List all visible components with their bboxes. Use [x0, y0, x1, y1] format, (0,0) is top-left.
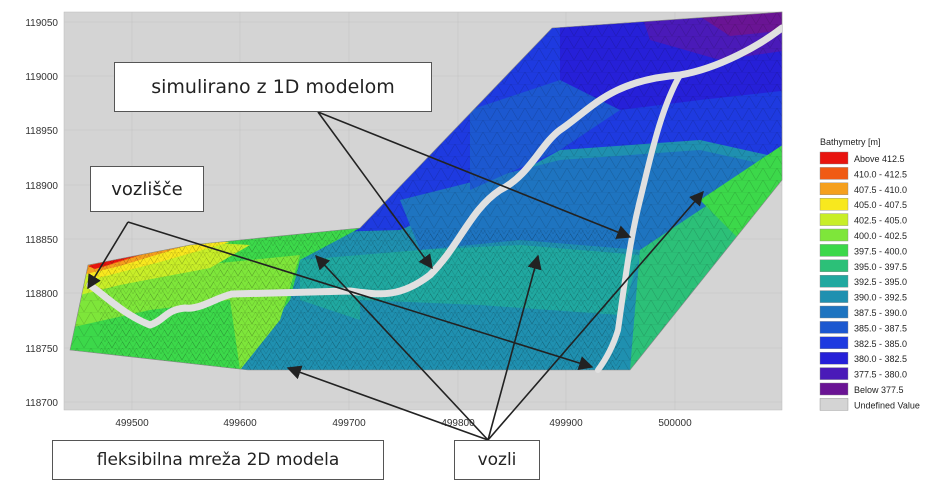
y-tick-label: 118850 — [25, 235, 58, 246]
legend-label: 407.5 - 410.0 — [854, 185, 907, 195]
legend-label: 395.0 - 397.5 — [854, 262, 907, 272]
y-tick-label: 118750 — [25, 344, 58, 355]
legend-swatch — [819, 228, 849, 242]
legend-swatch — [819, 290, 849, 303]
x-tick-label: 499600 — [223, 418, 257, 429]
annotation-simulirano: simulirano z 1D modelom — [114, 62, 432, 112]
arrow — [317, 111, 632, 239]
river-channel — [86, 24, 782, 373]
legend-swatch — [819, 244, 849, 257]
y-tick-label: 118700 — [25, 398, 58, 409]
annotation-fleksibilna-text: fleksibilna mreža 2D modela — [96, 450, 340, 470]
annotation-vozli-text: vozli — [477, 450, 517, 470]
legend-swatch — [819, 305, 849, 319]
legend-label: Below 377.5 — [854, 385, 904, 395]
arrow — [487, 254, 542, 441]
x-tick-label: 500000 — [658, 418, 692, 429]
legend-label: 387.5 - 390.0 — [854, 308, 907, 318]
legend-label: 397.5 - 400.0 — [854, 246, 907, 256]
legend-swatch — [819, 321, 849, 334]
legend-label: 382.5 - 385.0 — [854, 339, 907, 349]
legend-swatch — [819, 259, 849, 272]
legend-label: 400.0 - 402.5 — [854, 231, 907, 241]
legend-label: 390.0 - 392.5 — [854, 293, 907, 303]
legend-label: Above 412.5 — [854, 154, 905, 164]
y-axis: 119050 119000 118950 118900 118850 11880… — [25, 18, 58, 409]
arrow — [87, 221, 129, 290]
y-tick-label: 118900 — [25, 181, 58, 192]
annotation-simulirano-text: simulirano z 1D modelom — [151, 76, 395, 98]
legend-swatch — [819, 367, 849, 380]
arrow — [317, 111, 433, 270]
legend-label: 380.0 - 382.5 — [854, 354, 907, 364]
annotation-vozli: vozli — [454, 440, 540, 480]
annotation-vozlisce-text: vozlišče — [111, 178, 183, 200]
legend-swatch — [819, 213, 849, 226]
x-tick-label: 499500 — [115, 418, 149, 429]
legend-label: 377.5 - 380.0 — [854, 370, 907, 380]
legend-label: 405.0 - 407.5 — [854, 200, 907, 210]
y-tick-label: 118950 — [25, 126, 58, 137]
legend-label: 392.5 - 395.0 — [854, 277, 907, 287]
legend-swatch — [819, 151, 849, 165]
arrow — [487, 190, 704, 441]
annotation-fleksibilna: fleksibilna mreža 2D modela — [52, 440, 384, 480]
legend: Bathymetry [m] Above 412.5 410.0 - 412.5 4… — [819, 137, 920, 411]
legend-swatch — [819, 352, 849, 365]
legend-swatch — [819, 275, 849, 288]
legend-swatch — [819, 382, 849, 396]
x-tick-label: 499700 — [332, 418, 366, 429]
legend-swatch — [819, 398, 849, 411]
legend-label: 402.5 - 405.0 — [854, 216, 907, 226]
y-tick-label: 119050 — [25, 18, 58, 29]
y-tick-label: 118800 — [25, 289, 58, 300]
legend-title: Bathymetry [m] — [820, 137, 881, 147]
legend-swatch — [819, 182, 849, 196]
legend-label: 385.0 - 387.5 — [854, 323, 907, 333]
domain-outline — [69, 11, 783, 371]
x-tick-label: 499900 — [549, 418, 583, 429]
x-tick-label: 499800 — [441, 418, 475, 429]
x-axis: 499500 499600 499700 499800 499900 50000… — [115, 418, 692, 429]
arrow — [315, 254, 489, 441]
legend-label: 410.0 - 412.5 — [854, 169, 907, 179]
legend-swatch — [819, 167, 849, 180]
y-tick-label: 119000 — [25, 72, 58, 83]
annotation-vozlisce: vozlišče — [90, 166, 204, 212]
legend-label: Undefined Value — [854, 400, 920, 410]
arrow — [286, 365, 489, 441]
legend-swatch — [819, 336, 849, 349]
legend-swatch — [819, 197, 849, 211]
annotation-arrows — [87, 111, 704, 441]
